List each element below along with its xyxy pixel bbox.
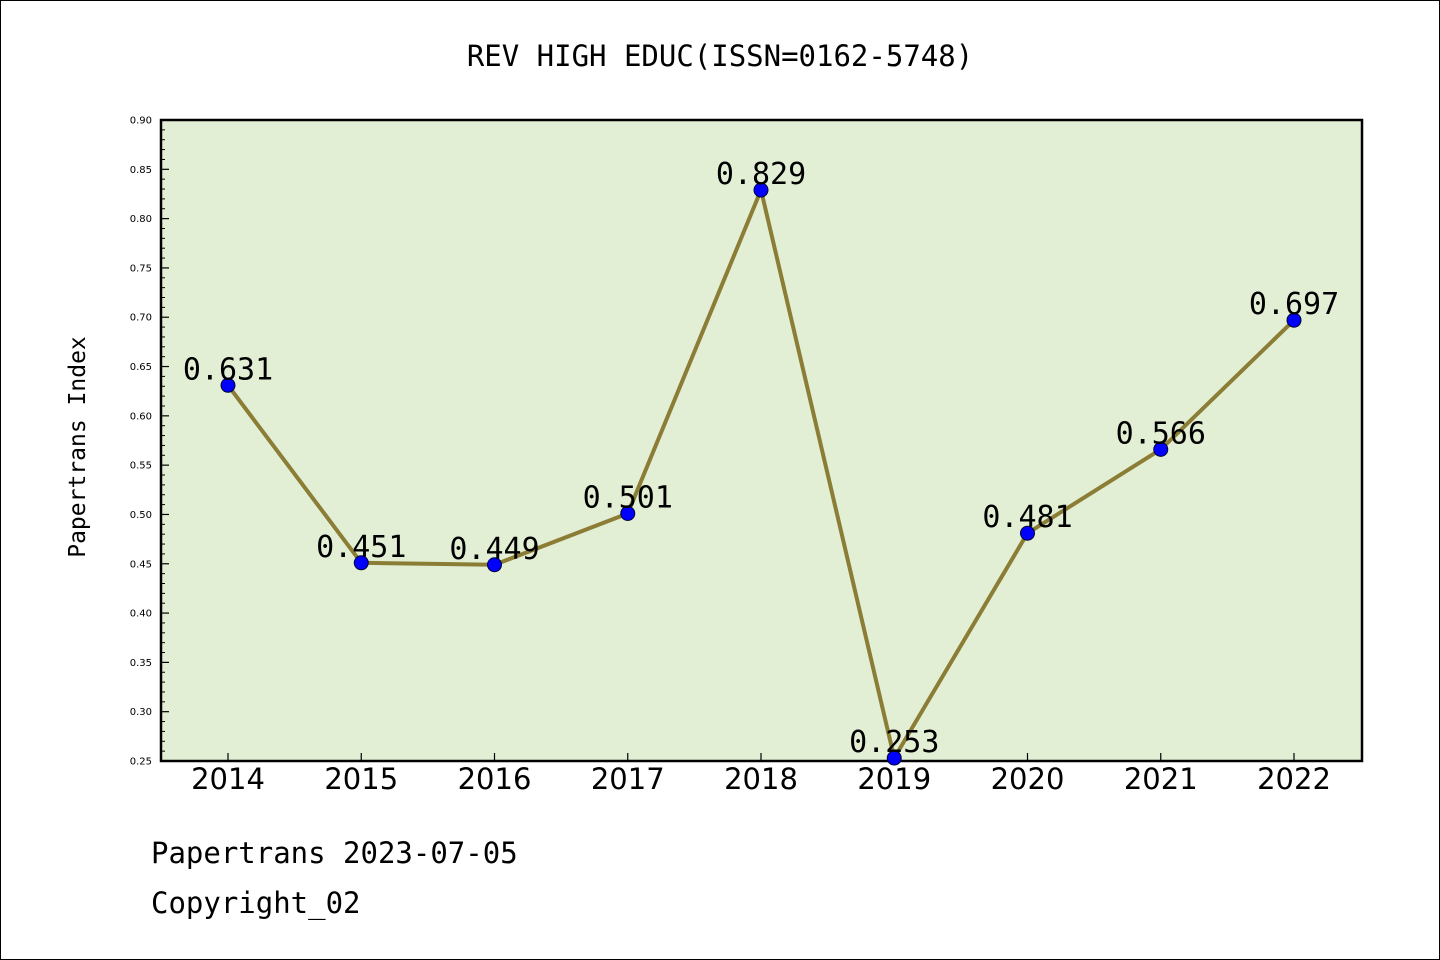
y-tick-label: 0.40 — [130, 609, 152, 620]
chart-title: REV HIGH EDUC(ISSN=0162-5748) — [467, 39, 973, 73]
data-label: 0.631 — [183, 352, 273, 387]
data-point — [1020, 525, 1035, 541]
data-labels: 0.631 0.451 0.449 0.501 0.829 0.253 0.481 0.566… — [183, 157, 1339, 760]
y-tick-label: 0.85 — [130, 165, 152, 176]
y-tick-label: 0.60 — [130, 411, 152, 422]
x-tick-label: 2019 — [857, 762, 931, 796]
x-tick-label: 2014 — [191, 762, 265, 796]
data-label: 0.501 — [583, 480, 673, 515]
data-label: 0.697 — [1249, 287, 1339, 322]
y-tick-label: 0.90 — [130, 116, 152, 127]
x-tick-label: 2017 — [591, 762, 665, 796]
data-point — [1286, 312, 1302, 328]
plot-area — [159, 118, 1364, 763]
data-point — [220, 377, 236, 393]
data-label: 0.451 — [316, 530, 406, 565]
y-tick-label: 0.45 — [130, 559, 152, 570]
data-point — [353, 555, 369, 571]
footer-date: Papertrans 2023-07-05 — [151, 836, 518, 870]
y-tick-label: 0.30 — [130, 707, 152, 718]
data-point — [753, 182, 769, 198]
data-point — [1153, 441, 1169, 457]
data-point — [487, 557, 502, 573]
y-tick-label: 0.80 — [130, 214, 152, 225]
footer-copyright: Copyright_02 — [151, 886, 361, 920]
data-label: 0.481 — [982, 500, 1072, 535]
y-tick-label: 0.50 — [130, 510, 152, 521]
x-tick-label: 2021 — [1124, 762, 1198, 796]
data-point — [620, 505, 636, 521]
y-tick-label: 0.25 — [130, 757, 152, 768]
data-label: 0.253 — [849, 725, 939, 760]
x-tick-label: 2015 — [324, 762, 398, 796]
y-tick-label: 0.35 — [130, 658, 152, 669]
y-tick-label: 0.70 — [130, 313, 152, 324]
x-axis: 2014 2015 2016 2017 2018 2019 2020 2021 2022 — [191, 753, 1331, 796]
y-axis: 0.25 0.30 0.35 0.40 0.45 0.50 0.55 0.60 0.65 0.70… — [130, 116, 169, 768]
y-tick-label: 0.65 — [130, 362, 152, 373]
x-tick-label: 2020 — [991, 762, 1065, 796]
y-axis-label: Papertrans Index — [65, 336, 91, 558]
x-tick-label: 2018 — [724, 762, 798, 796]
data-label: 0.449 — [449, 532, 539, 567]
data-label: 0.829 — [716, 157, 806, 192]
data-markers — [220, 182, 1302, 766]
data-label: 0.566 — [1116, 416, 1206, 451]
y-tick-label: 0.75 — [130, 263, 152, 274]
x-tick-label: 2022 — [1257, 762, 1331, 796]
data-point — [886, 750, 902, 766]
y-tick-label: 0.55 — [130, 461, 152, 472]
x-tick-label: 2016 — [458, 762, 532, 796]
